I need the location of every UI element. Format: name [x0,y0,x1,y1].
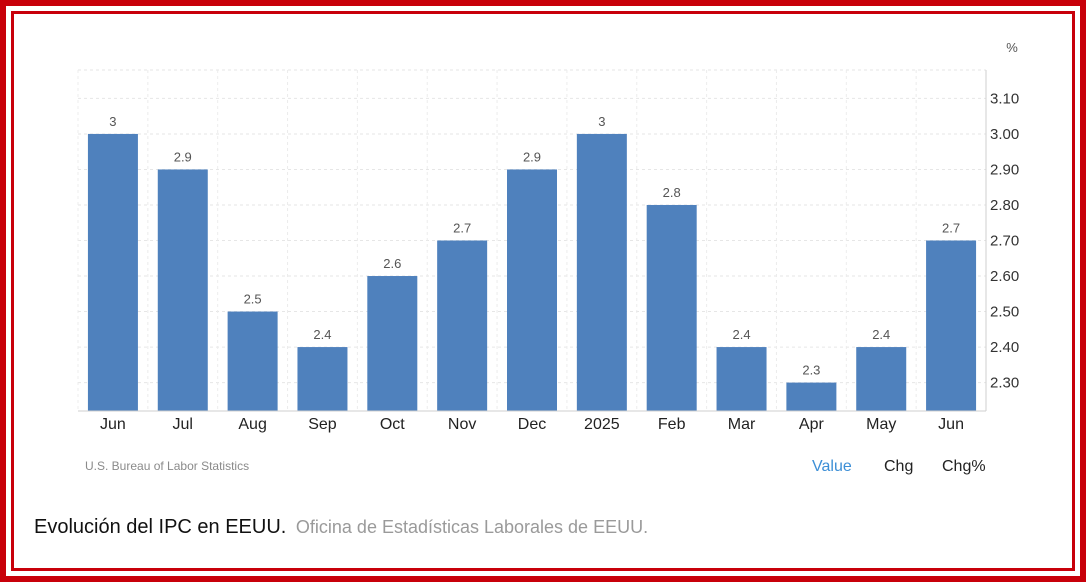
y-tick-label: 3.10 [990,90,1019,107]
tab-chg[interactable]: Chg [884,458,914,475]
bar[interactable] [87,133,138,411]
bar[interactable] [367,276,418,411]
y-tick-label: 2.40 [990,339,1019,356]
x-tick-label: Dec [518,416,546,433]
data-label: 2.5 [244,292,262,307]
x-tick-label: Mar [728,416,756,433]
x-tick-label: Apr [799,416,825,433]
x-tick-label: Nov [448,416,476,433]
data-labels: 3 2.9 2.5 2.4 2.6 2.7 2.9 3 2.8 2.4 2.3 2.4 2.7 [109,114,960,378]
y-tick-label: 2.50 [990,304,1019,321]
data-label: 3 [109,114,116,129]
x-tick-label: Sep [308,416,337,433]
x-tick-label: Feb [658,416,686,433]
inner-frame [11,11,1075,571]
data-label: 2.9 [174,149,192,164]
data-label: 2.4 [732,327,750,342]
data-label: 2.3 [802,363,820,378]
y-tick-label: 2.60 [990,268,1019,285]
data-label: 2.4 [872,327,890,342]
bar[interactable] [856,347,907,411]
bar[interactable] [716,347,767,411]
y-axis-unit: % [1006,40,1018,55]
bar[interactable] [926,240,977,412]
x-tick-label: Jul [173,416,193,433]
y-tick-label: 2.80 [990,197,1019,214]
bar[interactable] [646,204,697,411]
caption: Evolución del IPC en EEUU. Oficina de Es… [34,516,648,539]
bars [87,133,977,412]
bar[interactable] [157,169,208,411]
data-label: 2.4 [313,327,331,342]
y-tick-label: 2.90 [990,161,1019,178]
bar[interactable] [437,240,488,412]
x-tick-label: Jun [938,416,964,433]
tab-value[interactable]: Value [812,458,852,475]
bar[interactable] [507,169,557,411]
y-tick-label: 3.00 [990,126,1019,143]
data-label: 2.7 [942,221,960,236]
chart-source-label: U.S. Bureau of Labor Statistics [85,459,250,473]
data-label: 3 [598,114,605,129]
caption-source: Oficina de Estadísticas Laborales de EEU… [295,517,649,537]
bar[interactable] [786,382,837,411]
x-tick-label: 2025 [584,416,620,433]
bar[interactable] [297,347,348,411]
x-tick-label: Oct [380,416,405,433]
data-label: 2.8 [663,185,681,200]
grid-lines [77,69,987,411]
bar[interactable] [576,133,627,411]
x-tick-label: May [866,416,896,433]
caption-title: Evolución del IPC en EEUU. [34,516,287,538]
bar[interactable] [227,311,278,411]
tab-chg-percent[interactable]: Chg% [942,458,986,475]
y-tick-label: 2.70 [990,233,1019,250]
x-tick-label: Jun [100,416,126,433]
data-label: 2.9 [523,149,541,164]
axes: 2.30 2.40 2.50 2.60 2.70 2.80 2.90 3.00 3.10 Jun J… [78,70,1019,433]
data-label: 2.7 [453,221,471,236]
data-label: 2.6 [383,256,401,271]
y-tick-label: 2.30 [990,375,1019,392]
x-tick-label: Aug [238,416,266,433]
